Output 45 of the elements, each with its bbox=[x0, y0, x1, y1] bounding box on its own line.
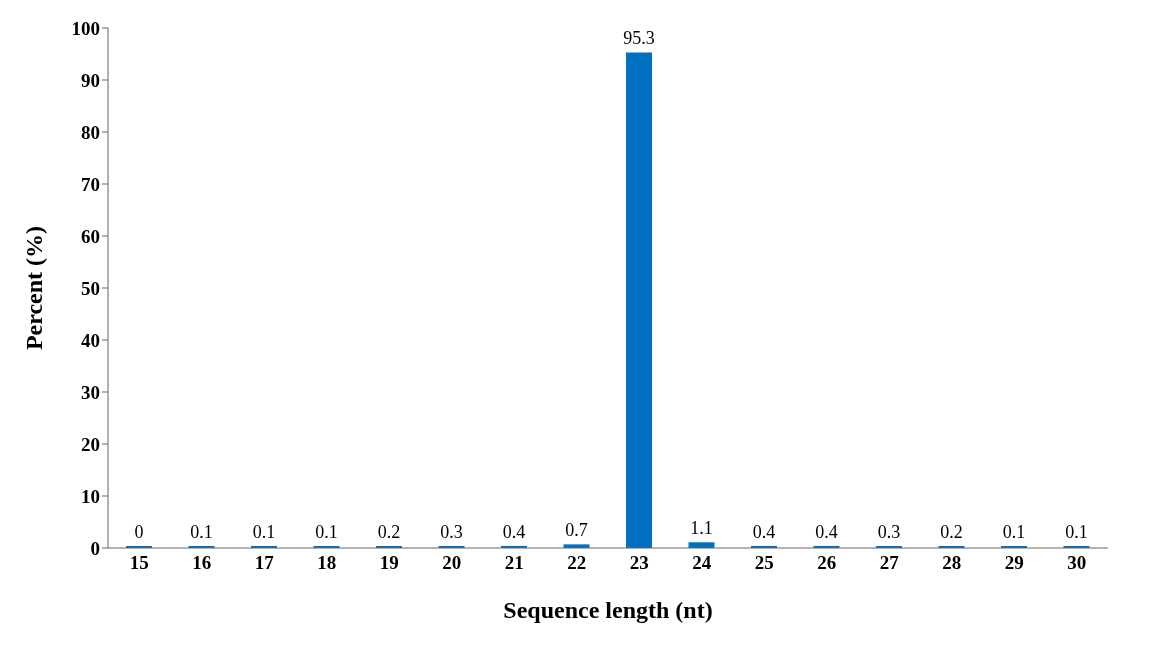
x-tick-label: 20 bbox=[442, 552, 462, 574]
y-tick-label: 70 bbox=[81, 173, 100, 195]
data-label: 0 bbox=[134, 522, 144, 542]
x-tick-label: 19 bbox=[379, 552, 399, 574]
data-label: 0.1 bbox=[315, 522, 338, 542]
data-label: 0.2 bbox=[377, 522, 401, 542]
data-label: 0.7 bbox=[565, 520, 588, 541]
y-tick-label: 10 bbox=[81, 485, 100, 507]
y-tick-label: 40 bbox=[81, 329, 100, 351]
x-tick-label: 15 bbox=[129, 552, 149, 574]
data-label: 0.1 bbox=[252, 522, 276, 542]
y-tick-label: 0 bbox=[90, 537, 100, 559]
x-tick-label: 18 bbox=[317, 552, 337, 574]
data-label: 0.3 bbox=[440, 522, 463, 542]
y-tick-label: 50 bbox=[81, 277, 100, 299]
y-tick-label: 20 bbox=[81, 433, 100, 455]
data-label: 0.3 bbox=[877, 522, 901, 542]
x-tick-label: 30 bbox=[1067, 552, 1087, 574]
x-tick-label: 25 bbox=[754, 552, 774, 574]
data-label: 0.1 bbox=[1002, 522, 1026, 542]
y-axis-title: Percent (%) bbox=[20, 225, 47, 351]
data-label: 0.1 bbox=[190, 522, 213, 542]
y-tick-label: 30 bbox=[81, 381, 100, 403]
data-label: 1.1 bbox=[690, 518, 713, 539]
x-tick-label: 27 bbox=[879, 552, 900, 574]
data-label: 95.3 bbox=[623, 28, 655, 49]
x-tick-label: 22 bbox=[567, 552, 587, 574]
x-axis-title: Sequence length (nt) bbox=[503, 597, 713, 623]
x-tick-label: 16 bbox=[192, 552, 212, 574]
y-tick-label: 90 bbox=[81, 69, 100, 91]
data-label: 0.2 bbox=[940, 522, 963, 542]
data-label: 0.4 bbox=[752, 521, 776, 542]
x-tick-label: 24 bbox=[692, 552, 712, 574]
y-tick-label: 100 bbox=[71, 17, 100, 39]
y-tick-label: 80 bbox=[81, 121, 100, 143]
data-label: 0.4 bbox=[502, 521, 526, 542]
x-tick-label: 26 bbox=[817, 552, 837, 574]
y-tick-label: 60 bbox=[81, 225, 100, 247]
x-tick-label: 28 bbox=[942, 552, 962, 574]
data-label: 0.4 bbox=[815, 521, 838, 542]
x-tick-label: 29 bbox=[1004, 552, 1024, 574]
data-label: 0.1 bbox=[1065, 522, 1088, 542]
x-tick-label: 23 bbox=[629, 552, 649, 574]
x-tick-label: 17 bbox=[254, 552, 275, 574]
x-tick-label: 21 bbox=[504, 552, 524, 574]
